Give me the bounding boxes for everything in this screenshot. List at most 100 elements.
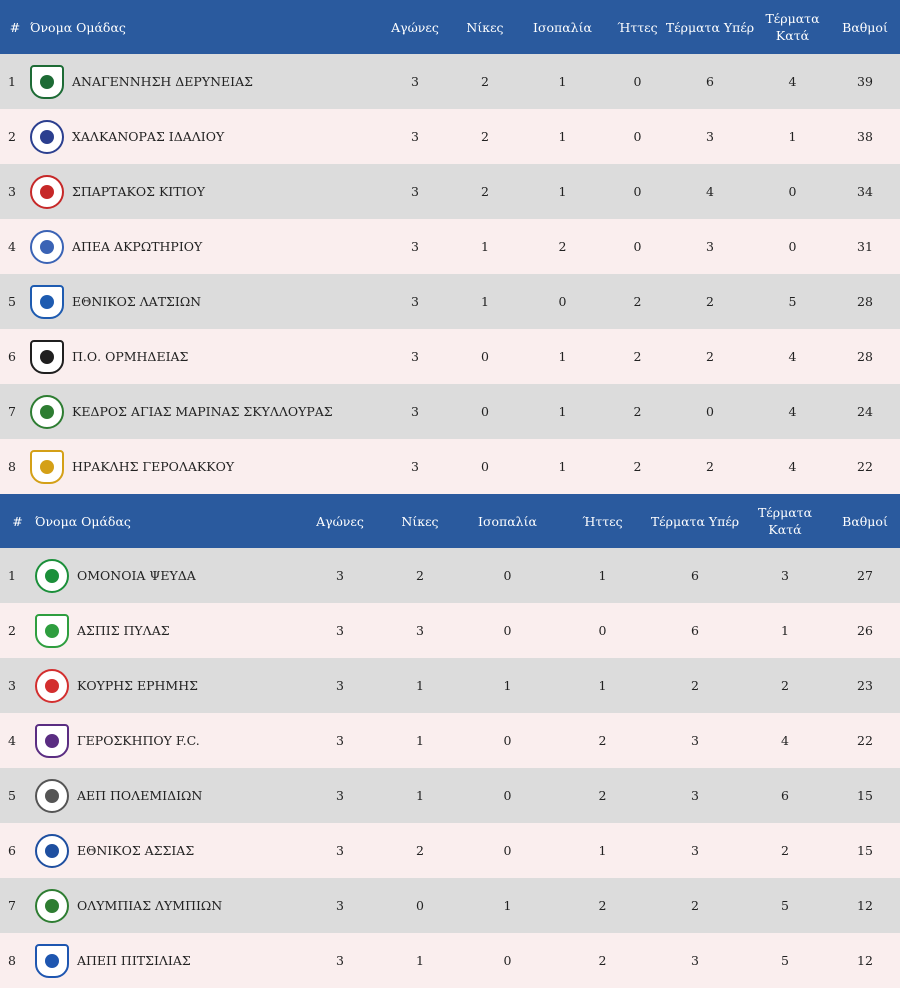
team-name-cell: ΑΠΕΑ ΑΚΡΩΤΗΡΙΟΥ (30, 219, 375, 274)
team-losses: 2 (598, 953, 607, 968)
team-logo-mark (40, 184, 54, 199)
team-name-label[interactable]: ΣΠΑΡΤΑΚΟΣ ΚΙΤΙΟΥ (72, 184, 205, 199)
team-logo-mark (40, 349, 54, 364)
table-row[interactable]: 5 ΕΘΝΙΚΟΣ ΛΑΤΣΙΩΝ 3 1 0 2 2 5 28 (0, 274, 900, 329)
team-played: 3 (336, 843, 344, 858)
team-position: 4 (8, 239, 16, 254)
team-draws: 2 (558, 239, 567, 254)
team-goals-against: 4 (788, 349, 797, 364)
team-name-cell: Π.Ο. ΟΡΜΗΔΕΙΑΣ (30, 329, 375, 384)
table-row[interactable]: 8 ΗΡΑΚΛΗΣ ΓΕΡΟΛΑΚΚΟΥ 3 0 1 2 2 4 22 (0, 439, 900, 494)
team-losses: 0 (633, 184, 642, 199)
team-goals-for: 3 (691, 953, 699, 968)
team-goals-for: 6 (691, 623, 699, 638)
team-cell: ΟΛΥΜΠΙΑΣ ΛΥΜΠΙΩΝ (35, 888, 300, 923)
team-cell: ΕΘΝΙΚΟΣ ΛΑΤΣΙΩΝ (30, 284, 375, 319)
team-points: 28 (857, 349, 873, 364)
team-points: 23 (857, 678, 873, 693)
team-name-label[interactable]: Π.Ο. ΟΡΜΗΔΕΙΑΣ (72, 349, 189, 364)
team-logo-mark (45, 788, 59, 803)
team-name-label[interactable]: ΚΕΔΡΟΣ ΑΓΙΑΣ ΜΑΡΙΝΑΣ ΣΚΥΛΛΟΥΡΑΣ (72, 404, 333, 419)
team-name-label[interactable]: ΑΝΑΓΕΝΝΗΣΗ ΔΕΡΥΝΕΙΑΣ (72, 74, 253, 89)
team-played: 3 (411, 294, 419, 309)
team-goals-against: 0 (788, 239, 797, 254)
team-cell: ΟΜΟΝΟΙΑ ΨΕΥΔΑ (35, 558, 300, 593)
team-draws: 0 (503, 733, 512, 748)
table-row[interactable]: 6 ΕΘΝΙΚΟΣ ΑΣΣΙΑΣ 3 2 0 1 3 2 15 (0, 823, 900, 878)
team-logo-mark (45, 953, 59, 968)
header-played: Αγώνες (316, 513, 364, 529)
team-goals-against: 4 (781, 733, 789, 748)
team-points: 38 (857, 129, 873, 144)
team-goals-against: 1 (788, 129, 797, 144)
table-row[interactable]: 5 ΑΕΠ ΠΟΛΕΜΙΔΙΩΝ 3 1 0 2 3 6 15 (0, 768, 900, 823)
team-logo-icon (30, 174, 64, 209)
team-wins: 1 (481, 239, 489, 254)
team-position: 7 (8, 898, 16, 913)
team-points: 24 (857, 404, 873, 419)
table-row[interactable]: 2 ΧΑΛΚΑΝΟΡΑΣ ΙΔΑΛΙΟΥ 3 2 1 0 3 1 38 (0, 109, 900, 164)
team-position: 4 (8, 733, 16, 748)
team-losses: 2 (633, 349, 642, 364)
team-draws: 0 (503, 843, 512, 858)
team-wins: 2 (416, 843, 424, 858)
team-name-label[interactable]: ΚΟΥΡΗΣ ΕΡΗΜΗΣ (77, 678, 198, 693)
team-losses: 0 (633, 239, 642, 254)
team-logo-icon (30, 64, 64, 99)
team-position: 7 (8, 404, 16, 419)
team-goals-against: 1 (781, 623, 789, 638)
table-row[interactable]: 7 ΟΛΥΜΠΙΑΣ ΛΥΜΠΙΩΝ 3 0 1 2 2 5 12 (0, 878, 900, 933)
team-losses: 2 (598, 898, 607, 913)
table-row[interactable]: 4 ΑΠΕΑ ΑΚΡΩΤΗΡΙΟΥ 3 1 2 0 3 0 31 (0, 219, 900, 274)
team-cell: ΑΠΕΠ ΠΙΤΣΙΛΙΑΣ (35, 943, 300, 978)
team-logo-icon (35, 888, 69, 923)
team-cell: ΑΝΑΓΕΝΝΗΣΗ ΔΕΡΥΝΕΙΑΣ (30, 64, 375, 99)
team-name-label[interactable]: ΓΕΡΟΣΚΗΠΟΥ F.C. (77, 733, 200, 748)
team-played: 3 (336, 898, 344, 913)
team-name-label[interactable]: ΧΑΛΚΑΝΟΡΑΣ ΙΔΑΛΙΟΥ (72, 129, 225, 144)
team-played: 3 (411, 459, 419, 474)
team-cell: ΗΡΑΚΛΗΣ ΓΕΡΟΛΑΚΚΟΥ (30, 449, 375, 484)
header-position: # (12, 513, 23, 529)
team-losses: 1 (598, 568, 607, 583)
team-name-label[interactable]: ΑΠΕΑ ΑΚΡΩΤΗΡΙΟΥ (72, 239, 203, 254)
team-name-label[interactable]: ΕΘΝΙΚΟΣ ΛΑΤΣΙΩΝ (72, 294, 202, 309)
team-goals-for: 4 (706, 184, 714, 199)
header-draws: Ισοπαλία (478, 513, 537, 529)
team-losses: 1 (598, 678, 607, 693)
table-row[interactable]: 2 ΑΣΠΙΣ ΠΥΛΑΣ 3 3 0 0 6 1 26 (0, 603, 900, 658)
team-logo-icon (35, 668, 69, 703)
team-name-label[interactable]: ΗΡΑΚΛΗΣ ΓΕΡΟΛΑΚΚΟΥ (72, 459, 235, 474)
team-name-cell: ΚΟΥΡΗΣ ΕΡΗΜΗΣ (35, 658, 300, 713)
team-points: 12 (857, 953, 873, 968)
table-row[interactable]: 1 ΑΝΑΓΕΝΝΗΣΗ ΔΕΡΥΝΕΙΑΣ 3 2 1 0 6 4 39 (0, 54, 900, 109)
table-row[interactable]: 3 ΣΠΑΡΤΑΚΟΣ ΚΙΤΙΟΥ 3 2 1 0 4 0 34 (0, 164, 900, 219)
team-name-label[interactable]: ΑΕΠ ΠΟΛΕΜΙΔΙΩΝ (77, 788, 203, 803)
team-goals-for: 2 (706, 349, 714, 364)
team-wins: 1 (416, 733, 424, 748)
table-row[interactable]: 3 ΚΟΥΡΗΣ ΕΡΗΜΗΣ 3 1 1 1 2 2 23 (0, 658, 900, 713)
team-goals-against: 4 (788, 459, 797, 474)
team-points: 31 (857, 239, 873, 254)
team-logo-icon (30, 284, 64, 319)
team-played: 3 (411, 74, 419, 89)
team-name-label[interactable]: ΕΘΝΙΚΟΣ ΑΣΣΙΑΣ (77, 843, 195, 858)
team-draws: 1 (558, 349, 567, 364)
team-points: 22 (857, 459, 873, 474)
team-draws: 1 (503, 898, 512, 913)
team-name-cell: ΕΘΝΙΚΟΣ ΑΣΣΙΑΣ (35, 823, 300, 878)
table-row[interactable]: 7 ΚΕΔΡΟΣ ΑΓΙΑΣ ΜΑΡΙΝΑΣ ΣΚΥΛΛΟΥΡΑΣ 3 0 1 2 0 4 24 (0, 384, 900, 439)
table-row[interactable]: 6 Π.Ο. ΟΡΜΗΔΕΙΑΣ 3 0 1 2 2 4 28 (0, 329, 900, 384)
team-name-label[interactable]: ΟΜΟΝΟΙΑ ΨΕΥΔΑ (77, 568, 196, 583)
table-row[interactable]: 1 ΟΜΟΝΟΙΑ ΨΕΥΔΑ 3 2 0 1 6 3 27 (0, 548, 900, 603)
team-name-label[interactable]: ΟΛΥΜΠΙΑΣ ΛΥΜΠΙΩΝ (77, 898, 223, 913)
table-row[interactable]: 8 ΑΠΕΠ ΠΙΤΣΙΛΙΑΣ 3 1 0 2 3 5 12 (0, 933, 900, 988)
team-goals-for: 3 (691, 788, 699, 803)
team-name-label[interactable]: ΑΠΕΠ ΠΙΤΣΙΛΙΑΣ (77, 953, 191, 968)
team-played: 3 (411, 129, 419, 144)
team-name-label[interactable]: ΑΣΠΙΣ ΠΥΛΑΣ (77, 623, 170, 638)
table-row[interactable]: 4 ΓΕΡΟΣΚΗΠΟΥ F.C. 3 1 0 2 3 4 22 (0, 713, 900, 768)
team-name-cell: ΑΠΕΠ ΠΙΤΣΙΛΙΑΣ (35, 933, 300, 988)
team-logo-mark (45, 678, 59, 693)
team-played: 3 (411, 349, 419, 364)
